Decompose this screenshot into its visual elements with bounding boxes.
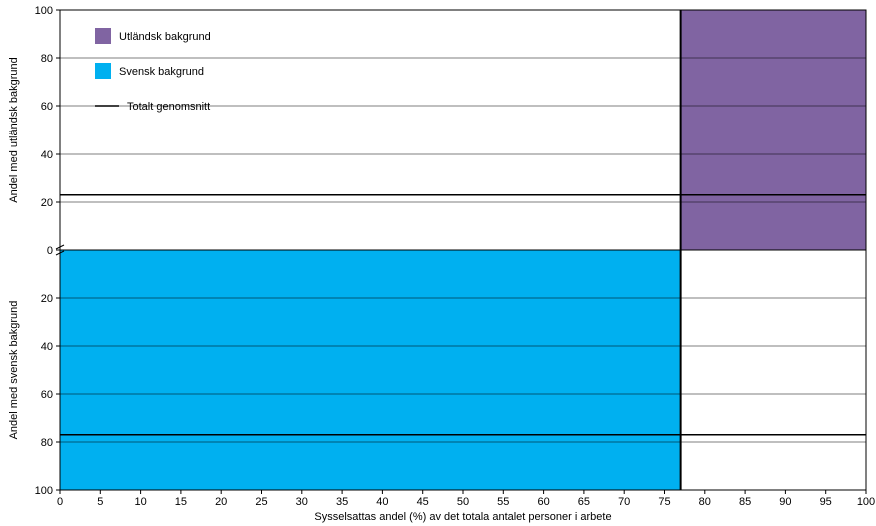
- y-tick-label-lower: 20: [41, 293, 53, 305]
- x-tick-label: 75: [658, 496, 670, 508]
- x-axis-label: Sysselsattas andel (%) av det totala ant…: [314, 511, 611, 523]
- x-tick-label: 60: [537, 496, 549, 508]
- y-tick-label-lower: 40: [41, 341, 53, 353]
- y-tick-label-upper: 60: [41, 101, 53, 113]
- x-tick-label: 55: [497, 496, 509, 508]
- x-tick-label: 30: [296, 496, 308, 508]
- y-tick-label-lower: 100: [35, 485, 53, 497]
- x-tick-label: 25: [255, 496, 267, 508]
- y-tick-label-upper: 20: [41, 197, 53, 209]
- legend-label: Totalt genomsnitt: [127, 101, 210, 113]
- x-tick-label: 65: [578, 496, 590, 508]
- x-tick-label: 35: [336, 496, 348, 508]
- legend-swatch: [95, 63, 111, 79]
- legend-label: Svensk bakgrund: [119, 66, 204, 78]
- x-tick-label: 85: [739, 496, 751, 508]
- y-axis-label-lower: Andel med svensk bakgrund: [8, 301, 20, 440]
- block-swedish: [60, 250, 681, 490]
- y-tick-label-upper: 0: [47, 245, 53, 257]
- y-tick-label-lower: 60: [41, 389, 53, 401]
- y-tick-label-lower: 80: [41, 437, 53, 449]
- y-axis-label-upper: Andel med utländsk bakgrund: [8, 57, 20, 203]
- x-tick-label: 45: [417, 496, 429, 508]
- x-tick-label: 0: [57, 496, 63, 508]
- legend-swatch: [95, 28, 111, 44]
- y-tick-label-upper: 40: [41, 149, 53, 161]
- chart-wrapper: { "chart": { "type": "stacked-bidirectio…: [0, 0, 876, 526]
- block-foreign: [681, 10, 866, 250]
- x-tick-label: 20: [215, 496, 227, 508]
- x-tick-label: 5: [97, 496, 103, 508]
- legend-label: Utländsk bakgrund: [119, 31, 211, 43]
- x-tick-label: 10: [134, 496, 146, 508]
- x-tick-label: 80: [699, 496, 711, 508]
- y-tick-label-upper: 80: [41, 53, 53, 65]
- x-tick-label: 100: [857, 496, 875, 508]
- chart-svg: 0 5 10 15 20 25 30 35 40 45 50 55 60 65 70 75 80 85 90 95 10…: [0, 0, 876, 526]
- x-tick-label: 40: [376, 496, 388, 508]
- y-tick-label-upper: 100: [35, 5, 53, 17]
- x-tick-label: 15: [175, 496, 187, 508]
- x-tick-label: 95: [820, 496, 832, 508]
- x-tick-label: 50: [457, 496, 469, 508]
- x-tick-label: 90: [779, 496, 791, 508]
- x-tick-label: 70: [618, 496, 630, 508]
